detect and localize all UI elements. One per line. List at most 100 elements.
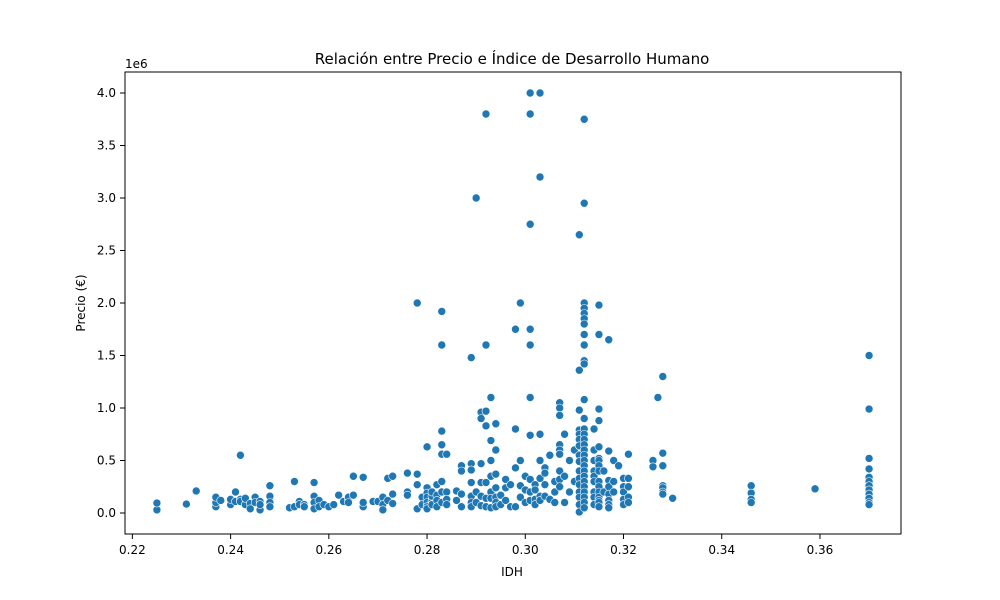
data-point [329,500,339,509]
data-point [437,440,447,450]
x-tick-label: 0.34 [708,543,735,557]
data-point [412,480,422,489]
data-point [565,456,574,465]
data-point [457,466,466,476]
data-point [496,490,506,500]
data-point [579,340,589,350]
data-point [555,403,564,413]
data-point [481,109,491,119]
data-point [579,319,589,329]
data-point [349,490,358,500]
data-point [653,393,663,402]
data-point [491,483,501,493]
data-point [299,502,309,512]
data-point [412,469,422,479]
x-tick-label: 0.36 [807,543,834,557]
data-point [255,500,265,509]
data-point [511,424,520,434]
y-tick-label: 3.0 [97,191,116,205]
data-point [535,429,545,439]
data-point [540,468,550,478]
data-point [481,340,491,350]
data-point [388,471,397,481]
data-point [388,499,397,508]
y-tick-label: 0.0 [97,506,116,520]
data-point [648,462,658,472]
data-point [501,475,510,484]
data-point [574,230,584,240]
y-tick-label: 1.0 [97,401,116,415]
data-point [594,330,604,339]
data-point [614,461,623,471]
data-point [442,500,452,509]
data-point [535,474,545,483]
data-point [658,461,668,471]
data-point [437,340,447,350]
data-point [422,442,432,452]
data-point [594,300,604,310]
y-tick-label: 4.0 [97,86,116,100]
data-point [535,88,545,98]
data-point [481,406,491,416]
data-point [516,456,525,465]
data-point [501,496,510,505]
data-point [452,496,461,505]
data-point [579,330,589,339]
data-point [589,424,599,434]
data-point [236,450,245,460]
data-point [555,449,564,459]
chart-title: Relación entre Precio e Índice de Desarr… [315,49,710,68]
data-point [746,498,756,507]
data-point [491,469,501,479]
data-point [864,351,874,360]
data-point [466,353,476,362]
data-point [265,481,275,491]
data-point [594,502,604,512]
data-point [624,482,633,492]
data-point [388,489,397,499]
data-point [481,421,491,431]
data-point [245,504,255,514]
data-point [555,482,564,492]
data-point [358,472,368,482]
data-point [191,486,201,496]
data-point [309,478,319,487]
data-point [437,477,447,486]
data-point [609,487,618,497]
y-axis-label: Precio (€) [74,274,88,331]
data-point [152,498,162,508]
x-tick-label: 0.26 [315,543,342,557]
data-point [604,335,614,345]
data-point [437,307,447,316]
data-point [550,487,560,497]
data-point [476,459,486,468]
data-point [560,429,569,439]
x-tick-label: 0.24 [217,543,244,557]
data-point [864,500,874,509]
y-tick-label: 2.0 [97,296,116,310]
data-point [864,404,874,414]
data-point [579,414,589,423]
data-point [525,430,535,440]
data-point [579,359,589,369]
data-point [378,505,388,515]
data-point [511,463,520,473]
data-point [481,478,491,487]
data-point [516,298,525,308]
data-point [579,503,589,513]
data-point [579,395,589,404]
x-tick-label: 0.30 [512,543,539,557]
data-point [540,480,550,489]
data-point [594,416,604,425]
x-tick-label: 0.22 [119,543,146,557]
data-point [511,324,520,334]
data-point [442,487,452,497]
data-point [403,468,412,478]
data-point [579,114,589,124]
data-point [182,499,191,509]
data-point [555,466,564,476]
data-point [525,109,535,119]
data-point [491,445,501,455]
data-point [574,365,584,375]
y-tick-label: 2.5 [97,244,116,258]
